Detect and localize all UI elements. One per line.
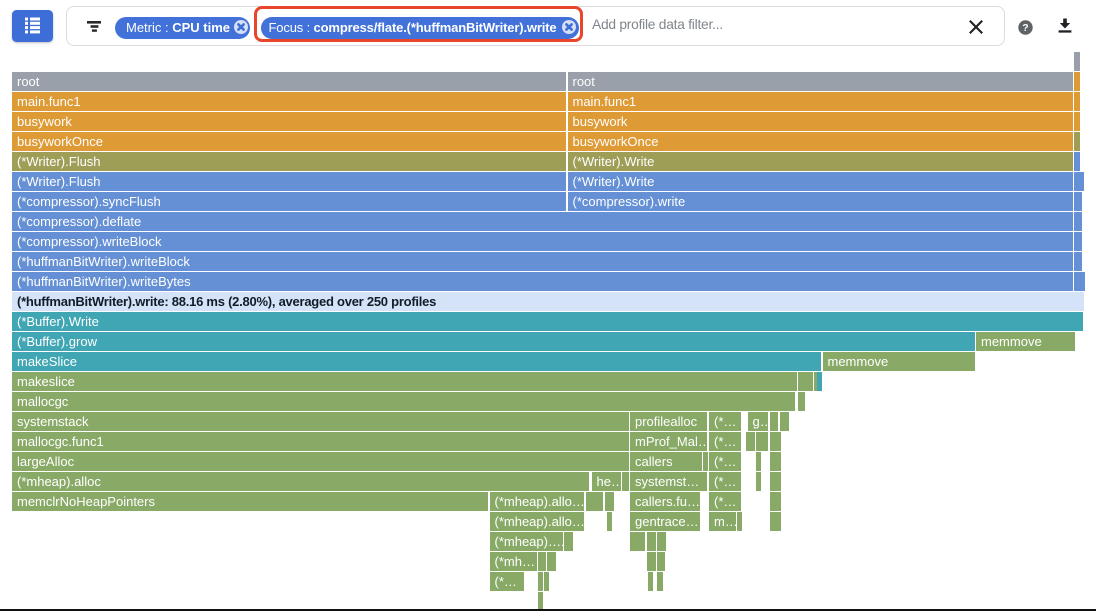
svg-text:?: ? [1022,22,1028,34]
